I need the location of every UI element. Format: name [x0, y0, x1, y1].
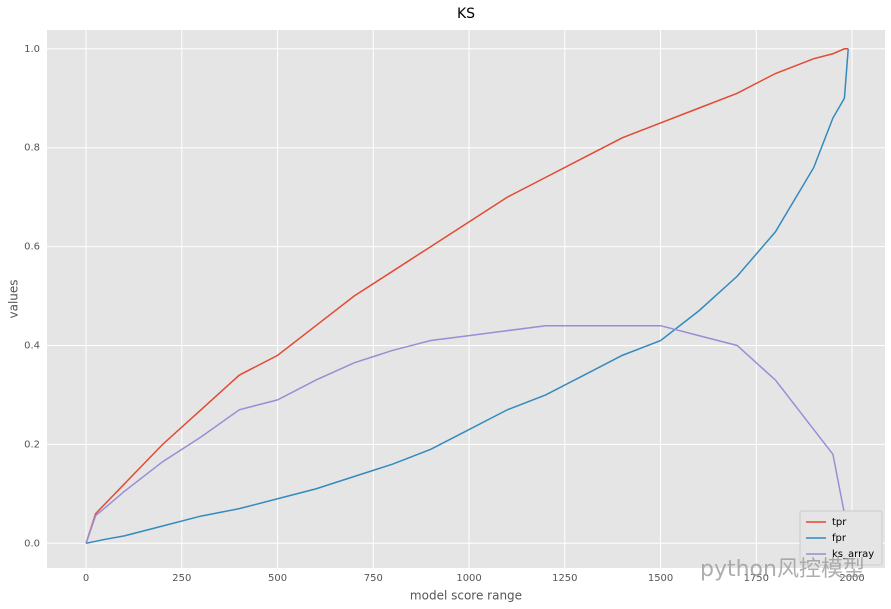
y-tick-label: 0.8 — [24, 143, 40, 154]
watermark: python风控模型 — [700, 557, 865, 582]
x-tick-label: 250 — [172, 573, 191, 584]
line-series — [85, 324, 849, 544]
line-series — [85, 48, 849, 545]
legend-label: tpr — [832, 517, 847, 528]
y-tick-label: 1.0 — [24, 44, 40, 55]
x-tick-label: 0 — [83, 573, 89, 584]
line-series — [85, 48, 849, 544]
x-tick-label: 1250 — [552, 573, 577, 584]
y-tick-label: 0.2 — [24, 439, 40, 450]
chart-title: KS — [457, 6, 475, 22]
x-tick-label: 1000 — [456, 573, 481, 584]
y-tick-label: 0.6 — [24, 242, 40, 253]
x-axis-label: model score range — [410, 589, 522, 603]
legend-box — [799, 510, 883, 566]
legend-label: ks_array — [832, 549, 874, 560]
legend-label: fpr — [832, 533, 847, 544]
x-tick-label: 2000 — [839, 573, 864, 584]
plot-area — [47, 30, 885, 568]
x-tick-label: 750 — [364, 573, 383, 584]
y-axis-label: values — [7, 279, 21, 318]
x-tick-label: 1500 — [648, 573, 673, 584]
y-tick-label: 0.0 — [24, 538, 40, 549]
y-tick-label: 0.4 — [24, 340, 40, 351]
x-tick-label: 500 — [268, 573, 287, 584]
x-tick-label: 1750 — [744, 573, 769, 584]
